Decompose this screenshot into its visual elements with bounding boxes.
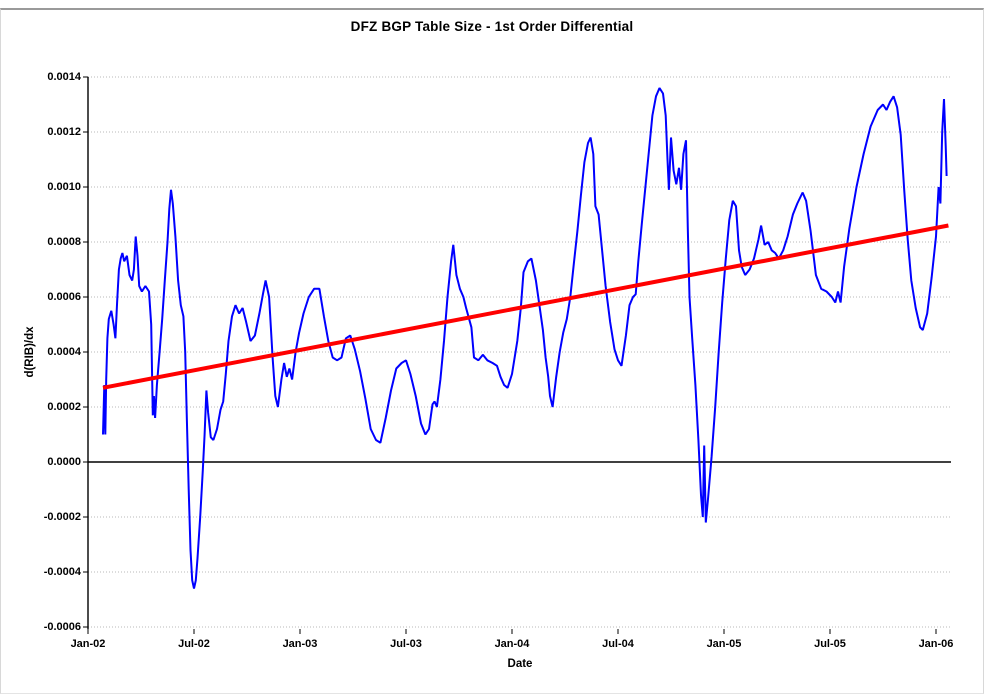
- chart-title: DFZ BGP Table Size - 1st Order Different…: [350, 19, 634, 34]
- x-axis-title: Date: [507, 658, 533, 670]
- x-tick-label: Jul-04: [602, 638, 634, 650]
- y-tick-label: -0.0004: [43, 566, 81, 578]
- x-tick-label: Jan-02: [70, 638, 106, 650]
- y-tick-label: 0.0002: [47, 401, 81, 413]
- y-tick-label: 0.0006: [47, 291, 81, 303]
- x-tick-label: Jan-06: [918, 638, 954, 650]
- x-tick-label: Jul-02: [178, 638, 210, 650]
- y-tick-label: 0.0010: [47, 181, 81, 193]
- x-tick-label: Jan-03: [282, 638, 318, 650]
- x-tick-label: Jan-05: [706, 638, 742, 650]
- y-tick-label: -0.0002: [43, 511, 81, 523]
- x-tick-label: Jan-04: [494, 638, 530, 650]
- y-tick-label: 0.0004: [47, 346, 81, 358]
- x-tick-label: Jul-05: [814, 638, 846, 650]
- y-tick-label: 0.0000: [47, 456, 81, 468]
- x-tick-label: Jul-03: [390, 638, 422, 650]
- y-tick-label: 0.0012: [47, 126, 81, 138]
- y-tick-label: 0.0014: [47, 71, 81, 83]
- y-tick-label: 0.0008: [47, 236, 81, 248]
- trend-line: [102, 223, 949, 390]
- y-tick-label: -0.0006: [43, 621, 81, 633]
- bgp-differential-series-line: [102, 87, 948, 589]
